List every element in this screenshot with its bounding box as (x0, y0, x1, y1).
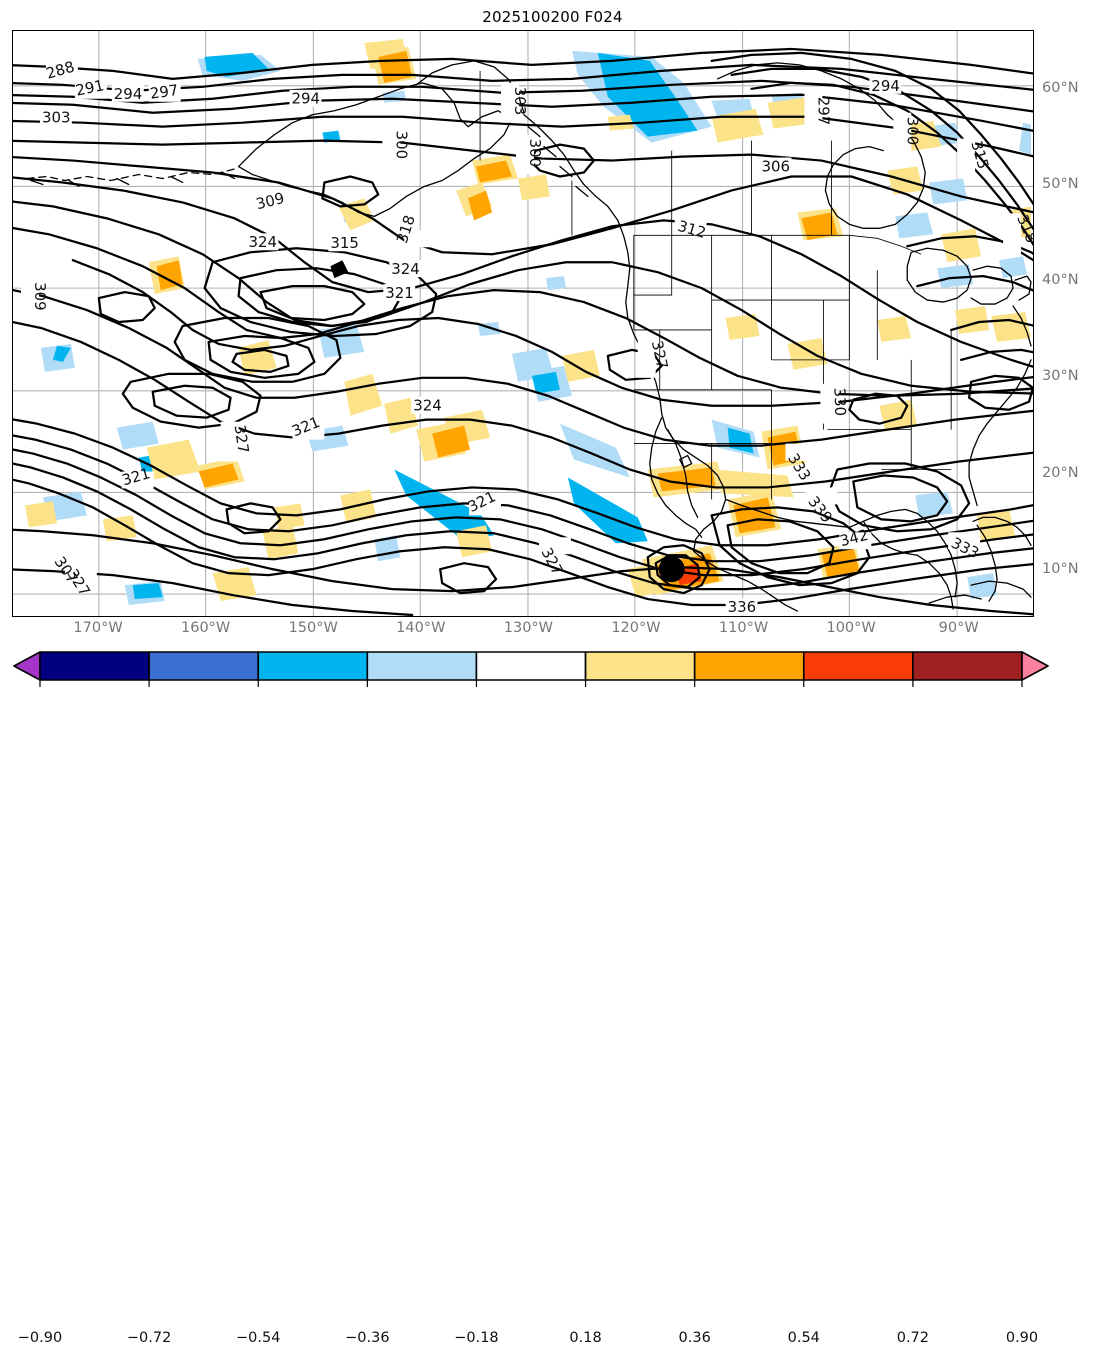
political-borders (479, 70, 952, 500)
svg-text:297: 297 (814, 97, 832, 125)
colorbar-tick-label: 0.72 (896, 1330, 930, 1346)
lon-tick-label: 110°W (718, 620, 769, 636)
colorbar-tick-label: −0.18 (454, 1330, 499, 1346)
lon-tick-label: 160°W (181, 620, 231, 636)
colorbar-segment[interactable] (1021, 651, 1049, 681)
colorbar-tick-label: 0.90 (1005, 1330, 1039, 1346)
lon-tick-label: 100°W (826, 620, 876, 636)
colorbar-segment[interactable] (148, 651, 260, 681)
colorbar-tick-label: 0.18 (569, 1330, 602, 1346)
svg-text:324: 324 (413, 397, 442, 415)
svg-text:294: 294 (871, 77, 900, 95)
lat-tick-label: 30°N (1042, 368, 1079, 385)
figure-root: 2025100200 F024 (0, 8, 1105, 1346)
svg-text:324: 324 (249, 233, 278, 251)
colorbar[interactable]: −0.90 −0.72 −0.54 −0.36 −0.18 0.18 0.36 0.54 0.7… (0, 648, 1105, 1346)
anomaly-shading (24, 38, 1032, 606)
lat-tick-label: 50°N (1042, 175, 1079, 192)
lat-tick-label: 40°N (1042, 272, 1079, 289)
svg-text:321: 321 (385, 284, 414, 302)
colorbar-tick-label: −0.72 (126, 1330, 172, 1346)
svg-text:294: 294 (114, 85, 143, 103)
colorbar-svg[interactable] (0, 648, 1105, 688)
lon-tick-label: 120°W (611, 620, 661, 636)
map-frame: 288 291 294 297 294 303 303 294 297 300 … (12, 30, 1034, 617)
svg-text:324: 324 (391, 260, 420, 278)
colorbar-segment[interactable] (475, 651, 587, 681)
lat-tick-label: 20°N (1042, 464, 1079, 481)
contour-label-group: 288 291 294 297 294 303 303 294 297 300 … (20, 58, 1033, 616)
map-panel[interactable]: 288 291 294 297 294 303 303 294 297 300 … (12, 30, 1034, 617)
colorbar-segment[interactable] (13, 651, 41, 681)
svg-text:336: 336 (728, 598, 757, 616)
svg-text:297: 297 (149, 81, 180, 103)
colorbar-tick-label: −0.36 (345, 1330, 390, 1346)
svg-text:303: 303 (511, 87, 529, 115)
lon-tick-label: 130°W (503, 620, 554, 636)
lon-tick-label: 140°W (396, 620, 446, 636)
svg-text:303: 303 (42, 109, 71, 127)
svg-text:330: 330 (830, 387, 849, 416)
svg-text:315: 315 (330, 234, 359, 252)
svg-text:306: 306 (762, 158, 791, 176)
height-contours (13, 47, 1033, 616)
svg-text:291: 291 (74, 76, 106, 100)
lon-tick-label: 150°W (288, 620, 338, 636)
colorbar-segment[interactable] (912, 651, 1023, 681)
svg-text:300: 300 (903, 117, 921, 145)
svg-text:309: 309 (31, 282, 49, 310)
colorbar-tick-label: 0.54 (787, 1330, 820, 1346)
lat-tick-label: 10°N (1042, 560, 1079, 577)
colorbar-tick-label: −0.90 (17, 1330, 63, 1346)
contour-map-svg: 288 291 294 297 294 303 303 294 297 300 … (13, 31, 1033, 616)
svg-text:327: 327 (231, 424, 253, 455)
svg-text:300: 300 (526, 139, 544, 167)
colorbar-tick-label: 0.36 (678, 1330, 711, 1346)
colorbar-segment[interactable] (802, 651, 914, 681)
colorbar-segment[interactable] (584, 651, 696, 681)
svg-text:327: 327 (648, 339, 672, 371)
svg-text:300: 300 (392, 131, 410, 159)
lon-tick-label: 170°W (73, 620, 123, 636)
colorbar-segment[interactable] (693, 651, 805, 681)
colorbar-segment[interactable] (257, 651, 369, 681)
figure-title: 2025100200 F024 (482, 8, 623, 26)
colorbar-segment[interactable] (39, 651, 150, 681)
lat-tick-label: 60°N (1042, 79, 1079, 96)
colorbar-segment[interactable] (366, 651, 478, 681)
svg-text:294: 294 (291, 90, 320, 108)
lon-tick-label: 90°W (938, 620, 979, 636)
colorbar-tick-label: −0.54 (236, 1330, 281, 1346)
